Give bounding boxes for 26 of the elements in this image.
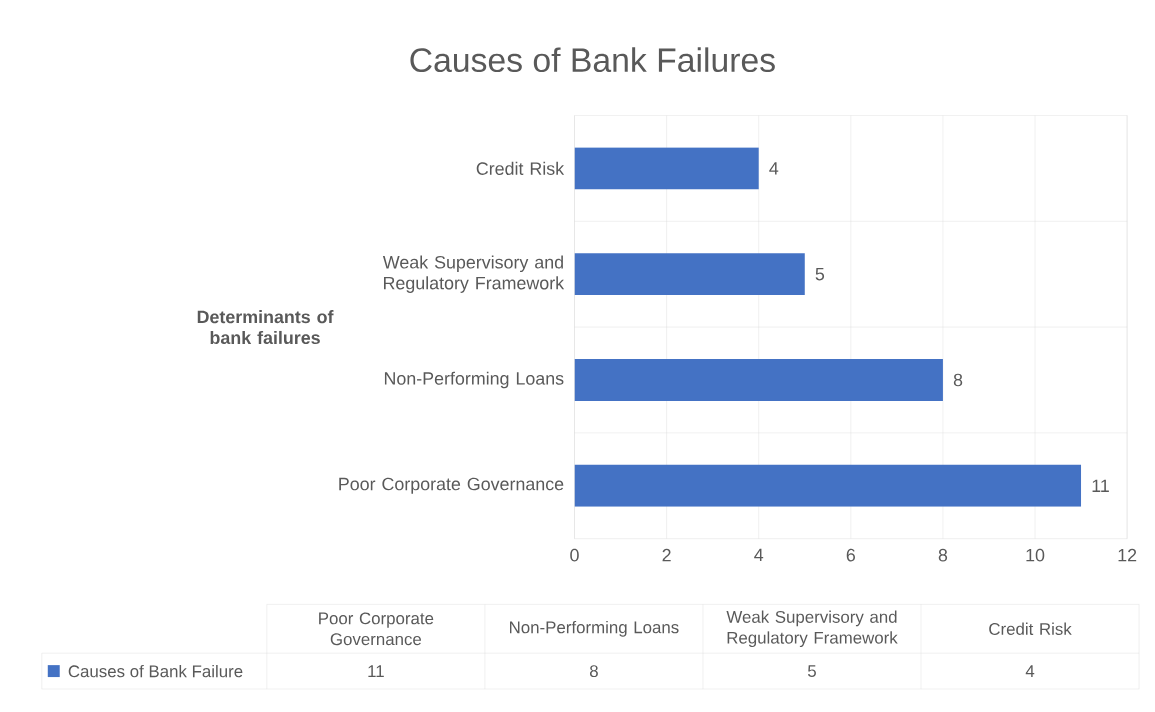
category-label: Non-Performing Loans	[510, 620, 679, 637]
chart-title: Causes of Bank Failures	[410, 47, 775, 73]
y-tick-label: Non-Performing Loans	[384, 371, 564, 389]
legend-label: Causes of Bank Failure	[68, 664, 243, 678]
text: 4	[1025, 665, 1035, 677]
category-label: Poor Corporate Governance	[319, 612, 434, 646]
data-label: 8	[953, 373, 963, 387]
y-axis-title: Determinants of bank failures	[197, 310, 334, 345]
text: 8	[589, 665, 598, 678]
y-tick-label: Credit Risk	[476, 161, 565, 175]
x-tick-label: 4	[754, 548, 764, 562]
x-tick-label: 12	[1118, 548, 1137, 562]
data-label: 4	[769, 162, 779, 175]
x-tick-label: 10	[1026, 548, 1045, 562]
text: 5	[807, 665, 816, 678]
x-tick-label: 0	[570, 548, 579, 562]
x-tick-label: 8	[938, 548, 948, 562]
y-tick-label: Weak Supervisory and Regulatory Framework	[382, 255, 565, 293]
x-tick-label: 2	[662, 548, 671, 562]
x-tick-label: 6	[846, 548, 856, 562]
y-tick-label: Poor Corporate Governance	[339, 477, 564, 494]
category-label: Credit Risk	[989, 622, 1072, 636]
data-label: 11	[1092, 479, 1109, 492]
category-label: Weak Supervisory and Regulatory Framework	[726, 610, 898, 648]
data-label: 5	[815, 267, 825, 281]
text: 11	[368, 665, 384, 677]
